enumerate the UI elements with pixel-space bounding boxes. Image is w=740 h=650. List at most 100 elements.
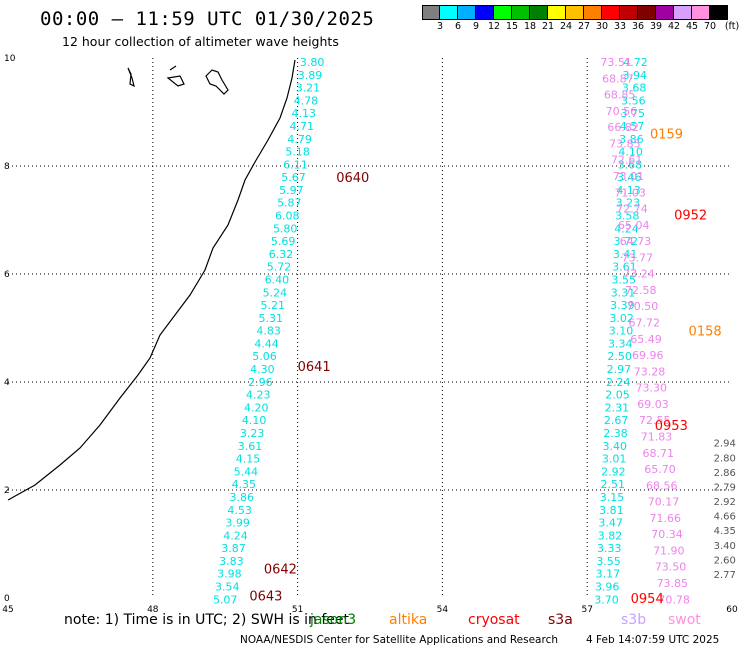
scale-swatch: [494, 5, 512, 20]
x-tick-label: 51: [292, 605, 303, 615]
pass-time-label: 0643: [249, 589, 282, 604]
wave-height-value: 3.40: [714, 541, 736, 552]
wave-height-value: 3.39: [610, 299, 635, 312]
wave-height-value: 4.10: [242, 414, 267, 427]
wave-height-value: 5.97: [279, 184, 304, 197]
wave-height-value: 68.87: [602, 72, 634, 85]
wave-height-value: 4.35: [232, 478, 257, 491]
wave-height-value: 5.67: [281, 171, 306, 184]
wave-height-value: 71.66: [650, 512, 682, 525]
wave-height-value: 2.94: [714, 439, 736, 450]
wave-height-value: 72.55: [639, 414, 671, 427]
wave-height-value: 5.72: [267, 261, 292, 274]
wave-height-value: 4.72: [623, 56, 648, 69]
wave-height-value: 3.17: [596, 568, 621, 581]
scale-swatch: [566, 5, 584, 20]
scale-tick-label: 24: [559, 21, 573, 32]
y-tick-label: 10: [4, 54, 16, 64]
wave-height-value: 3.10: [609, 325, 634, 338]
credit-date: 4 Feb 14:07:59 UTC 2025: [586, 634, 720, 646]
wave-height-value: 68.56: [646, 479, 678, 492]
scale-tick-label: 36: [631, 21, 645, 32]
scale-swatch: [530, 5, 548, 20]
y-tick-label: 8: [4, 162, 10, 172]
wave-height-value: 5.18: [285, 146, 310, 159]
wave-height-value: 3.89: [298, 69, 323, 82]
wave-height-value: 2.60: [714, 555, 736, 566]
wave-height-value: 2.77: [714, 570, 736, 581]
pass-time-label: 0641: [298, 360, 331, 375]
wave-height-value: 5.44: [234, 465, 259, 478]
wave-height-value: 3.55: [596, 555, 621, 568]
scale-tick-label: 42: [667, 21, 681, 32]
wave-height-value: 6.11: [283, 158, 308, 171]
scale-swatch: [692, 5, 710, 20]
wave-height-value: 4.20: [244, 401, 269, 414]
scale-swatch: [458, 5, 476, 20]
wave-height-value: 3.54: [215, 581, 240, 594]
wave-height-value: 65.04: [618, 219, 650, 232]
wave-height-value: 3.40: [603, 440, 628, 453]
wave-height-value: 3.86: [229, 491, 254, 504]
wave-height-value: 3.01: [602, 453, 627, 466]
wave-height-value: 4.15: [236, 453, 261, 466]
wave-height-value: 4.10: [618, 146, 643, 159]
wave-height-value: 4.79: [287, 133, 312, 146]
wave-height-value: 5.07: [213, 593, 238, 606]
scale-tick-label: 3: [436, 21, 444, 32]
pass-time-label: 0158: [689, 325, 722, 340]
wave-height-value: 73.01: [613, 170, 645, 183]
pass-time-label: 0954: [631, 592, 664, 607]
wave-height-value: 4.13: [616, 184, 641, 197]
wave-height-value: 3.98: [217, 568, 242, 581]
wave-height-value: 3.70: [594, 593, 619, 606]
wave-height-value: 3.83: [219, 555, 244, 568]
scale-swatch: [602, 5, 620, 20]
wave-height-value: 69.03: [637, 398, 669, 411]
wave-height-value: 3.55: [611, 273, 636, 286]
wave-height-value: 3.75: [620, 107, 645, 120]
wave-height-value: 3.23: [616, 197, 641, 210]
wave-height-value: 3.02: [609, 312, 634, 325]
pass-time-label: 0953: [655, 419, 688, 434]
wave-height-value: 3.99: [225, 517, 250, 530]
wave-height-value: 4.24: [223, 529, 248, 542]
satellite-legend-jason3: jason3: [310, 612, 357, 628]
scale-tick-label: 6: [454, 21, 462, 32]
wave-height-value: 3.86: [619, 133, 644, 146]
pass-time-label: 0159: [650, 128, 683, 143]
scale-swatch: [710, 5, 728, 20]
scale-swatch: [620, 5, 638, 20]
wave-height-value: 72.61: [611, 154, 643, 167]
wave-height-value: 4.78: [294, 94, 319, 107]
wave-height-value: 2.67: [604, 414, 629, 427]
wave-height-value: 4.30: [250, 363, 275, 376]
y-tick-label: 6: [4, 270, 10, 280]
wave-height-value: 6.08: [275, 210, 300, 223]
scale-swatch: [512, 5, 530, 20]
scale-swatch: [476, 5, 494, 20]
wave-height-value: 72.58: [625, 284, 657, 297]
wave-height-value: 6.40: [265, 273, 290, 286]
wave-height-value: 71.90: [653, 544, 685, 557]
wave-height-value: 73.77: [621, 251, 653, 264]
wave-height-value: 3.23: [240, 427, 265, 440]
island-outline: [205, 69, 229, 95]
wave-height-value: 3.34: [608, 337, 633, 350]
wave-height-value: 71.83: [641, 430, 673, 443]
y-tick-label: 0: [4, 594, 10, 604]
wave-height-value: 5.31: [258, 312, 283, 325]
satellite-legend-cryosat: cryosat: [468, 612, 520, 628]
x-tick-label: 45: [2, 605, 13, 615]
satellite-legend-altika: altika: [389, 612, 428, 628]
wave-height-value: 69.96: [632, 349, 664, 362]
wave-height-value: 3.82: [598, 529, 623, 542]
scale-tick-label: 21: [541, 21, 555, 32]
wave-height-value: 64.73: [620, 235, 652, 248]
wave-height-value: 5.87: [277, 197, 302, 210]
wave-height-value: 3.33: [597, 542, 622, 555]
map-subtitle: 12 hour collection of altimeter wave hei…: [62, 34, 339, 49]
scale-swatch: [548, 5, 566, 20]
scale-tick-label: 9: [472, 21, 480, 32]
